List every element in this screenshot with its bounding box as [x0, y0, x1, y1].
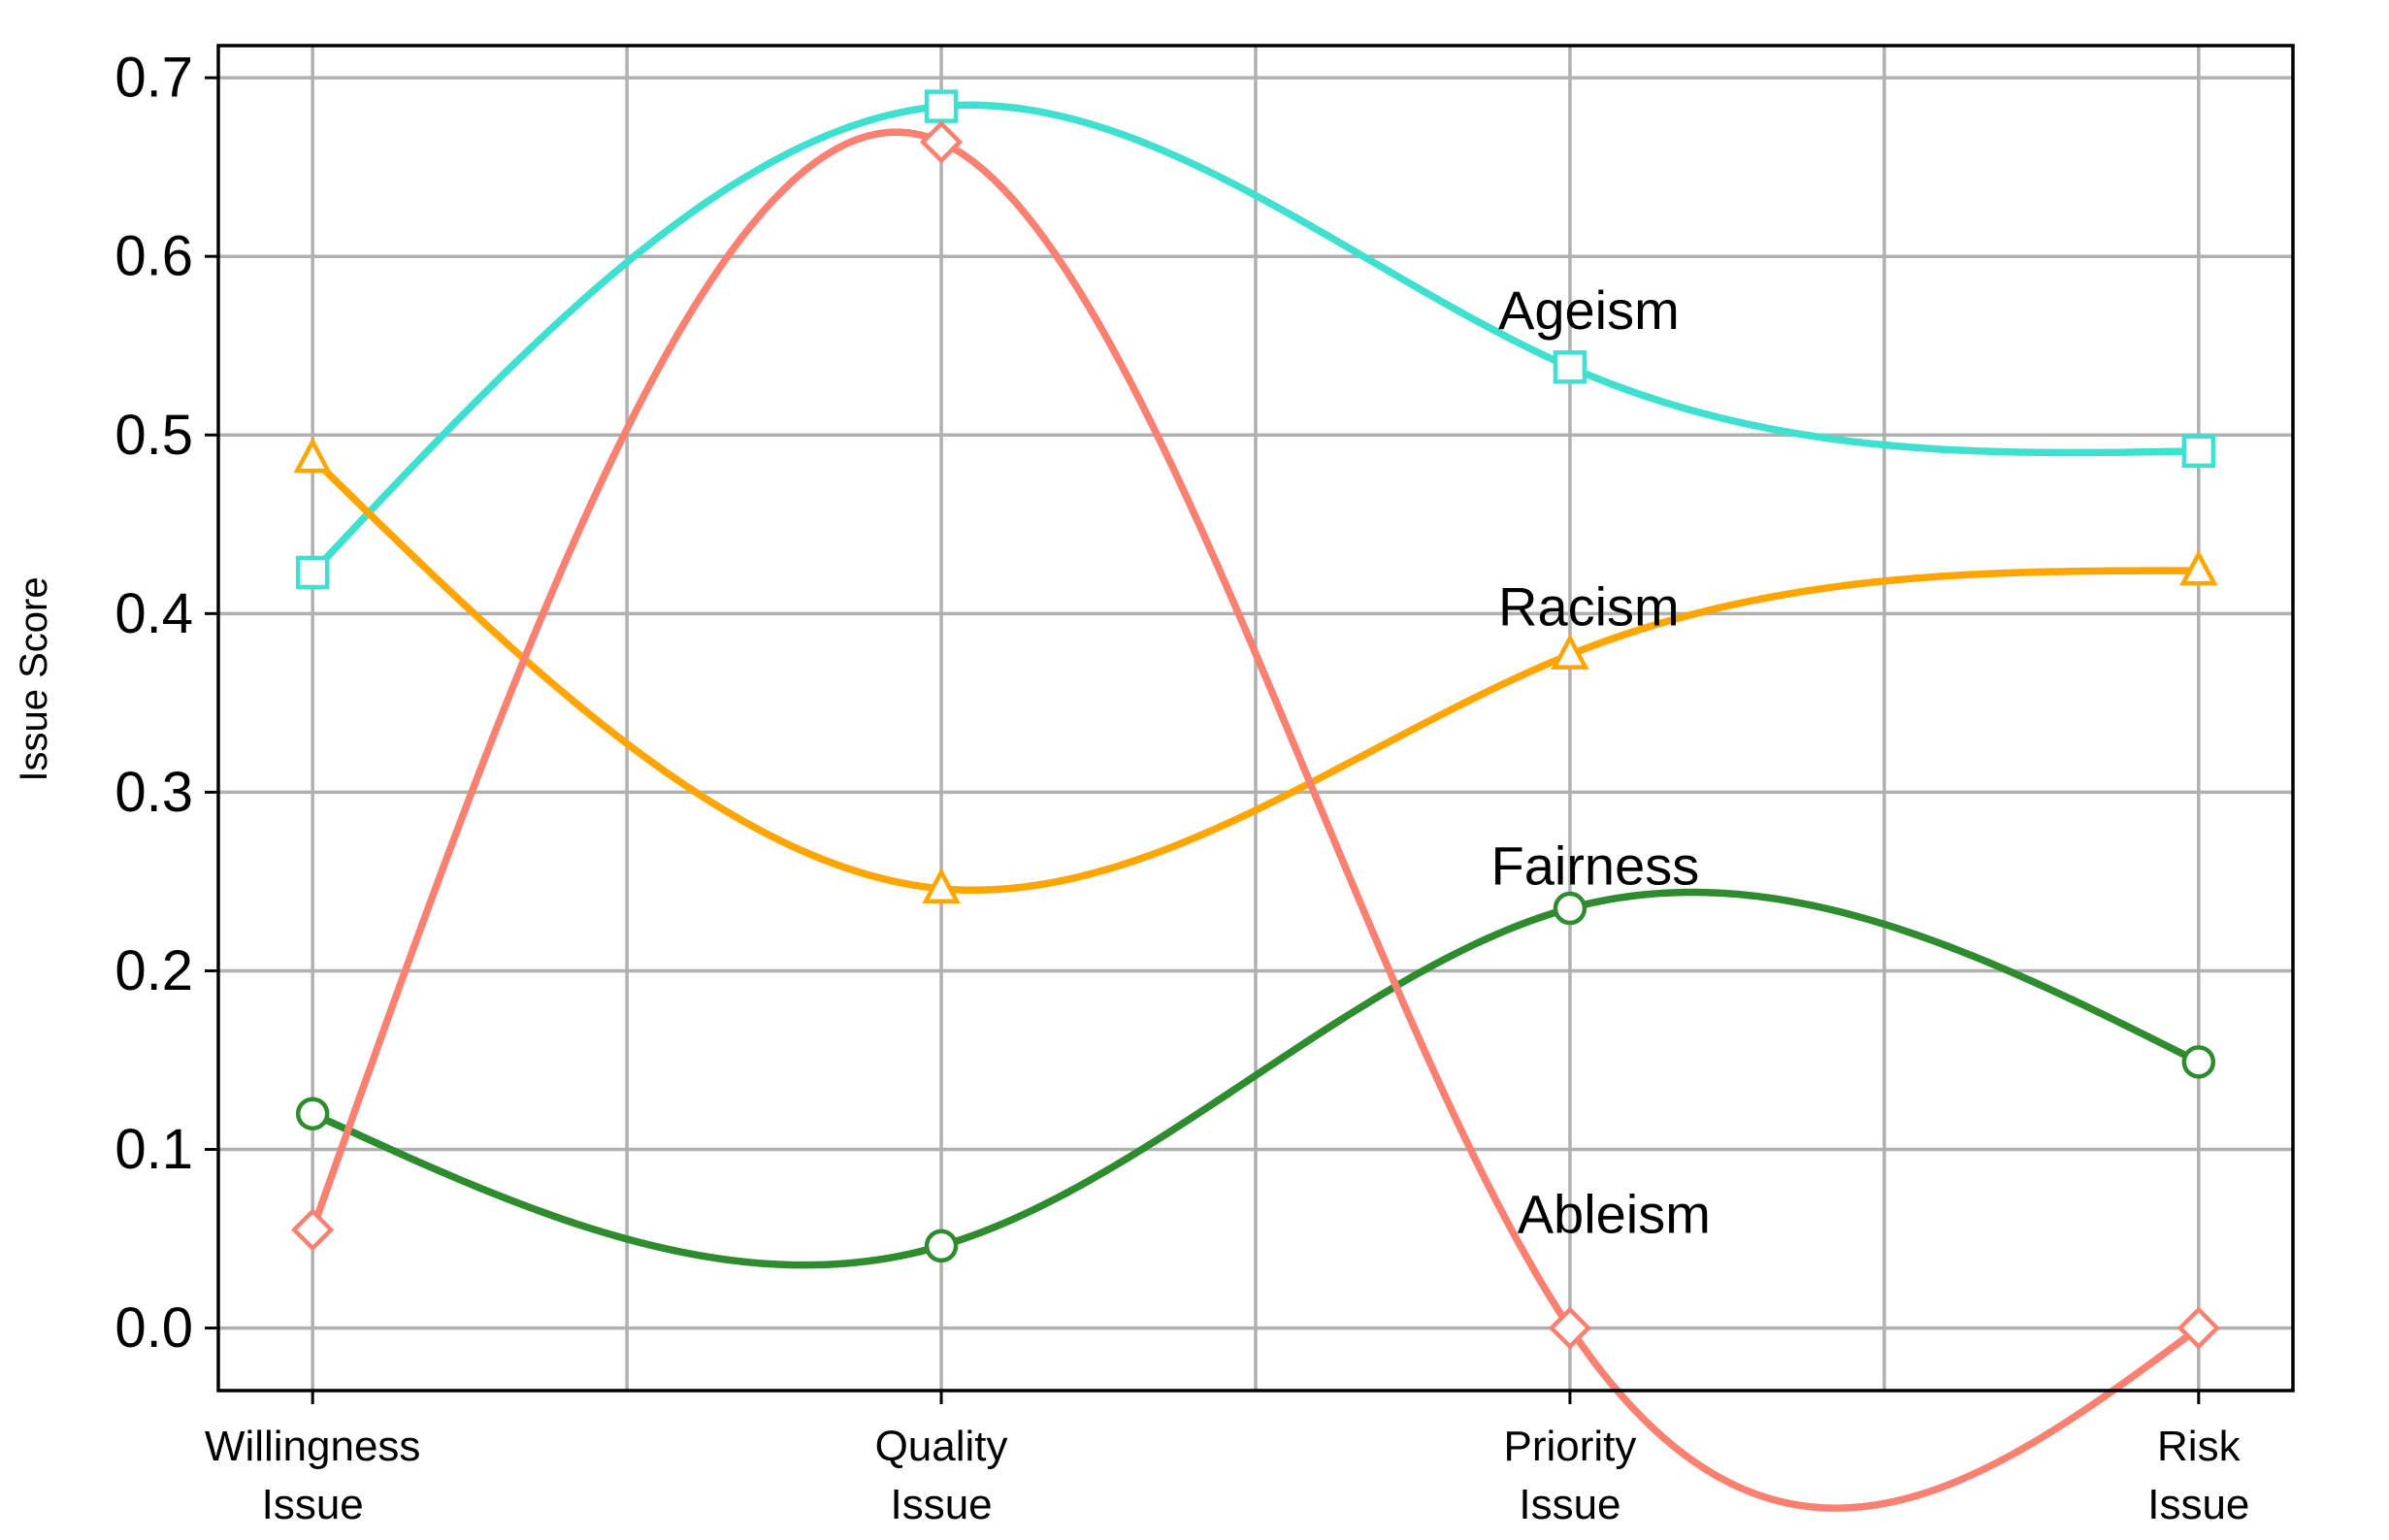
racism-series-line: [309, 454, 2203, 895]
racism-series-label: Racism: [1498, 575, 1680, 637]
plot-frame: [216, 44, 2295, 1393]
racism-triangle-marker: [1551, 633, 1589, 670]
racism-triangle-marker: [2179, 549, 2218, 586]
series-markers: [290, 89, 2221, 1350]
ableism-diamond-marker: [290, 1208, 335, 1252]
y-tick-label: 0.7: [115, 47, 193, 110]
y-tick-label: 0.3: [115, 761, 193, 824]
racism-triangle-marker: [922, 867, 961, 904]
x-tick-label: Issue: [262, 1481, 364, 1528]
fairness-circle-marker: [1553, 891, 1587, 926]
racism-triangle-marker: [293, 437, 332, 474]
y-tick-label: 0.5: [115, 404, 193, 467]
x-tick-label: Risk: [2157, 1423, 2242, 1470]
y-tick-label: 0.2: [115, 939, 193, 1002]
x-tick-label: Priority: [1503, 1423, 1636, 1470]
fairness-circle-marker: [295, 1097, 330, 1130]
y-tick-label: 0.6: [115, 225, 193, 288]
ageism-series-label: Ageism: [1498, 279, 1680, 341]
ageism-square-marker: [2181, 434, 2216, 469]
ageism-square-marker: [295, 555, 330, 590]
ageism-series-line: [309, 101, 2203, 576]
y-tick-label: 0.0: [115, 1296, 193, 1360]
grid: [218, 46, 2293, 1391]
fairness-series-line: [309, 888, 2203, 1269]
fairness-circle-marker: [2181, 1045, 2216, 1079]
ableism-series-label: Ableism: [1518, 1183, 1711, 1244]
fairness-series-label: Fairness: [1490, 835, 1699, 896]
x-tick-label: Willingness: [205, 1423, 421, 1470]
ableism-diamond-marker: [1548, 1306, 1592, 1350]
ableism-series-line: [309, 128, 2203, 1512]
y-axis-label: Issue Score: [13, 576, 55, 781]
axes: 0.0 0.1 0.2 0.3 0.4 0.5 0.6 0.7 Willingness Issue…: [13, 47, 2249, 1528]
x-tick-label: Issue: [1519, 1481, 1620, 1528]
x-tick-label: Quality: [875, 1423, 1008, 1470]
x-tick-label: Issue: [890, 1481, 992, 1528]
y-tick-label: 0.4: [115, 582, 193, 645]
ageism-square-marker: [924, 89, 959, 123]
x-tick-label: Issue: [2147, 1481, 2249, 1528]
ageism-square-marker: [1553, 350, 1587, 384]
fairness-circle-marker: [924, 1229, 959, 1263]
y-tick-label: 0.1: [115, 1118, 193, 1181]
ableism-diamond-marker: [919, 120, 964, 164]
series-labels: Ageism Racism Fairness Ableism: [1490, 279, 1710, 1244]
series-lines: [309, 101, 2203, 1512]
ableism-diamond-marker: [2176, 1306, 2221, 1350]
